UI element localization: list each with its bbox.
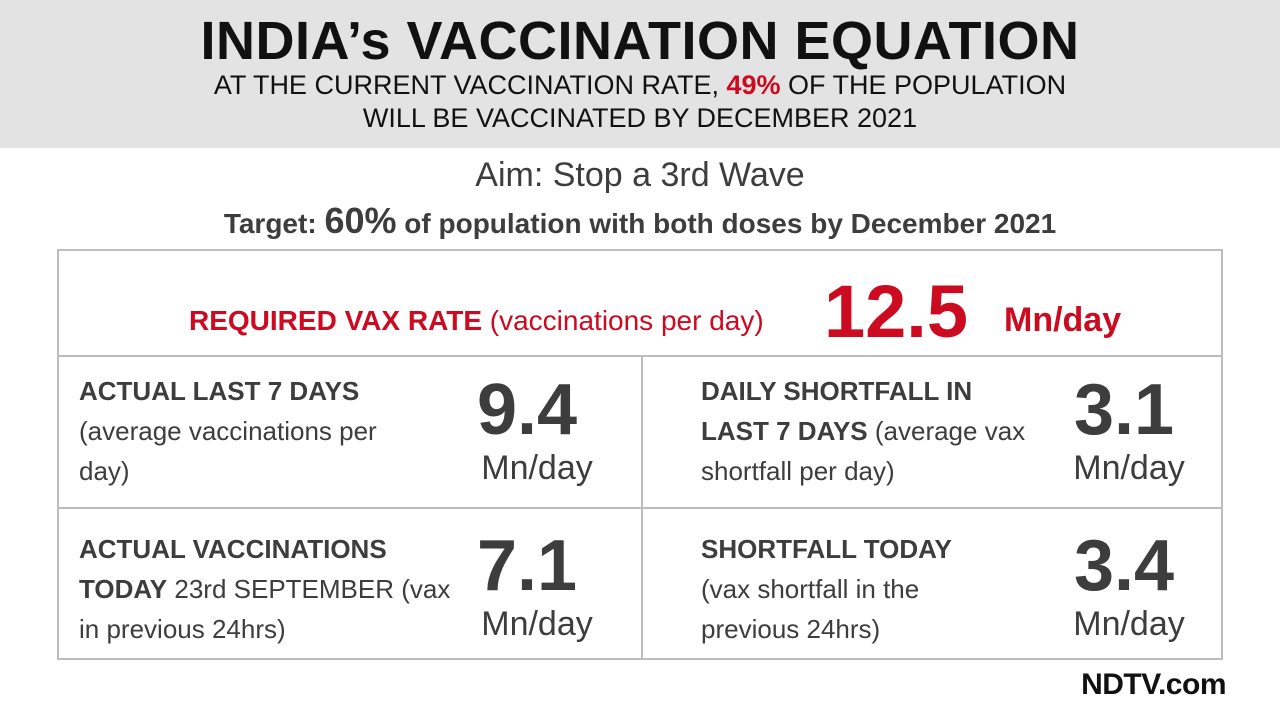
target-text: Target: 60% of population with both dose… — [0, 200, 1280, 242]
target-label: Target: — [223, 208, 325, 239]
subtitle-line-1: AT THE CURRENT VACCINATION RATE, 49% OF … — [0, 70, 1280, 101]
cell-actual-vaccinations-today-unit: Mn/day — [481, 605, 593, 643]
page-title: INDIA’s VACCINATION EQUATION — [200, 11, 1080, 71]
subtitle-highlight: 49% — [726, 70, 781, 100]
cell-shortfall-today-label: SHORTFALL TODAY (vax shortfall in the pr… — [701, 529, 1001, 649]
horizontal-divider — [59, 507, 1221, 509]
subtitle-suffix: OF THE POPULATION — [780, 70, 1067, 100]
cell-actual-last-7-days-label: ACTUAL LAST 7 DAYS (average vaccinations… — [79, 371, 399, 491]
cell-shortfall-today-unit: Mn/day — [1073, 605, 1185, 643]
cell-daily-shortfall-value: 3.1 — [1073, 370, 1175, 450]
cell-actual-last-7-days-unit: Mn/day — [481, 449, 593, 487]
cell-daily-shortfall-unit: Mn/day — [1073, 449, 1185, 487]
cell-label-bold: SHORTFALL TODAY — [701, 534, 952, 564]
aim-text: Aim: Stop a 3rd Wave — [475, 156, 805, 194]
required-rate-unit: Mn/day — [1004, 301, 1122, 339]
target-value: 60% — [324, 200, 397, 241]
cell-label-rest: (average vax shortfall per day) — [701, 416, 1026, 486]
cell-actual-last-7-days-value: 9.4 — [476, 370, 578, 450]
cell-label-bold: ACTUAL LAST 7 DAYS — [79, 376, 360, 406]
ndtv-logo: NDTV.com — [1081, 668, 1226, 701]
required-rate-row: REQUIRED VAX RATE (vaccinations per day)… — [59, 251, 1221, 357]
required-rate-label-bold: REQUIRED VAX RATE — [189, 305, 482, 336]
cell-label-bold: ACTUAL VACCINATIONS TODAY — [79, 534, 387, 604]
cell-shortfall-today-value: 3.4 — [1073, 526, 1175, 606]
cell-actual-vaccinations-today-value: 7.1 — [476, 526, 578, 606]
required-rate-label: REQUIRED VAX RATE (vaccinations per day) — [189, 305, 764, 337]
subtitle-prefix: AT THE CURRENT VACCINATION RATE, — [213, 70, 727, 100]
cell-actual-vaccinations-today-label: ACTUAL VACCINATIONS TODAY 23rd SEPTEMBER… — [79, 529, 459, 649]
cell-label-rest: (vax shortfall in the previous 24hrs) — [701, 574, 920, 644]
required-rate-value: 12.5 — [824, 270, 969, 353]
cell-label-bold: DAILY SHORTFALL IN LAST 7 DAYS — [701, 376, 973, 446]
target-description: of population with both doses by Decembe… — [396, 208, 1057, 239]
subtitle-line-2: WILL BE VACCINATED BY DECEMBER 2021 — [362, 103, 918, 133]
stats-grid: REQUIRED VAX RATE (vaccinations per day)… — [57, 249, 1223, 660]
cell-label-rest: (average vaccinations per day) — [79, 416, 377, 486]
header-banner: INDIA’s VACCINATION EQUATION AT THE CURR… — [0, 0, 1280, 148]
cell-daily-shortfall-label: DAILY SHORTFALL IN LAST 7 DAYS (average … — [701, 371, 1031, 491]
cell-label-rest: 23rd SEPTEMBER (vax in previous 24hrs) — [79, 574, 451, 644]
required-rate-label-rest: (vaccinations per day) — [482, 305, 764, 336]
